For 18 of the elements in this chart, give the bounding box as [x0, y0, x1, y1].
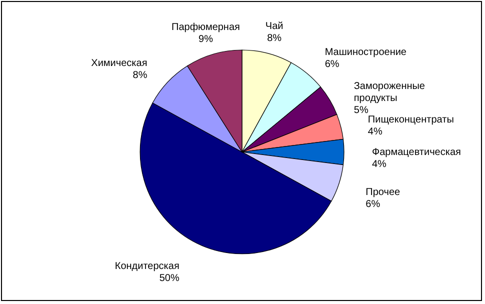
- data-label: 50%: [159, 272, 180, 284]
- slice-label: Химическая: [91, 58, 148, 70]
- data-label: 6%: [324, 58, 340, 70]
- data-label: 8%: [267, 33, 282, 44]
- slice-label: Фармацевтическая: [372, 147, 461, 158]
- slice-label: Чай: [265, 21, 284, 32]
- slice-label: Замороженные продукты: [354, 80, 426, 104]
- slice-label: Прочее: [366, 187, 400, 198]
- slice-label: Парфюмерная: [172, 22, 240, 34]
- data-label: 4%: [368, 126, 382, 138]
- slice-label: Машиностроение: [324, 46, 407, 58]
- data-label: 9%: [198, 34, 214, 46]
- data-label: 8%: [132, 70, 148, 82]
- slice-label: Пищеконцентраты: [368, 114, 454, 126]
- data-label: 6%: [366, 199, 380, 210]
- slice-label: Кондитерская: [114, 260, 180, 272]
- data-label: 4%: [372, 159, 387, 170]
- data-label: 5%: [354, 104, 368, 116]
